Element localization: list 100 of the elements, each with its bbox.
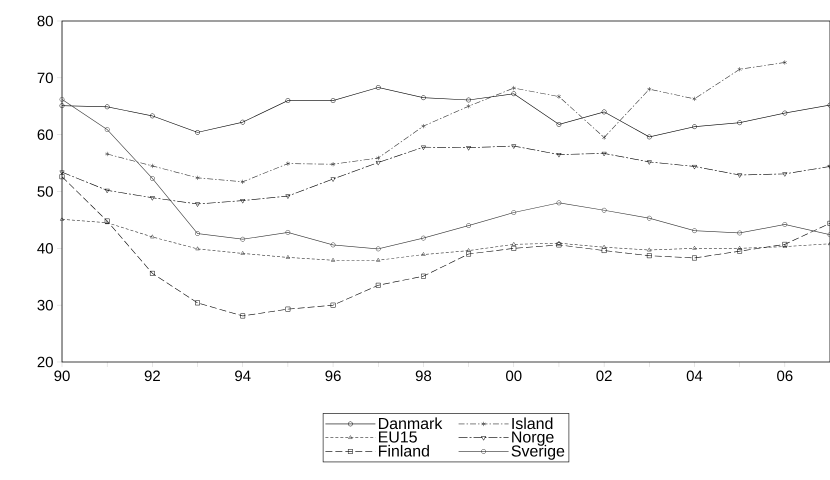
point xyxy=(692,228,697,234)
y-tick-label: 60 xyxy=(38,129,53,140)
y-tick-label: 70 xyxy=(38,72,53,84)
point xyxy=(421,124,426,129)
point xyxy=(376,258,380,262)
x-tick-label: 92 xyxy=(144,370,160,382)
point xyxy=(511,144,516,149)
point xyxy=(782,242,788,247)
point xyxy=(738,66,742,72)
point xyxy=(60,174,64,180)
y-tick-label: 40 xyxy=(37,243,53,254)
point xyxy=(286,254,290,259)
point xyxy=(330,98,336,103)
point xyxy=(737,230,742,236)
point xyxy=(286,161,290,166)
point xyxy=(466,223,472,228)
point xyxy=(692,256,697,260)
point xyxy=(420,95,426,100)
point xyxy=(738,246,742,250)
x-tick-label: 96 xyxy=(325,370,341,382)
point xyxy=(376,156,380,160)
point xyxy=(466,248,471,252)
point xyxy=(511,210,516,215)
point xyxy=(420,274,426,279)
point xyxy=(105,152,110,156)
point xyxy=(466,98,472,102)
point xyxy=(602,248,607,254)
point xyxy=(556,240,562,245)
point xyxy=(330,258,336,262)
point xyxy=(556,242,562,248)
point xyxy=(60,170,64,176)
point xyxy=(556,94,562,100)
point xyxy=(104,104,110,110)
point xyxy=(737,173,742,178)
point xyxy=(602,135,606,140)
point xyxy=(782,244,787,248)
point xyxy=(692,96,697,102)
x-tick-label: 02 xyxy=(596,370,612,382)
point xyxy=(195,175,200,180)
point xyxy=(330,177,336,182)
point xyxy=(195,202,200,207)
point xyxy=(420,146,426,150)
point xyxy=(782,172,788,177)
point xyxy=(646,253,652,258)
point xyxy=(285,306,290,312)
point xyxy=(692,246,697,250)
y-tick-label: 20 xyxy=(38,356,53,368)
point xyxy=(646,216,652,221)
point xyxy=(647,86,652,92)
point xyxy=(466,104,471,109)
point xyxy=(285,98,290,103)
point xyxy=(240,314,246,318)
point xyxy=(511,246,516,251)
point xyxy=(466,146,472,151)
point xyxy=(330,162,336,167)
point xyxy=(421,252,426,256)
x-tick-label: 06 xyxy=(777,370,792,382)
point xyxy=(376,85,381,90)
point xyxy=(240,199,246,204)
point xyxy=(646,134,652,140)
legend-label: EU15 xyxy=(379,431,417,443)
point xyxy=(150,113,155,118)
point xyxy=(376,282,381,288)
point xyxy=(104,127,110,132)
point xyxy=(195,300,200,306)
point xyxy=(511,91,516,96)
point xyxy=(150,234,155,238)
point xyxy=(195,231,200,236)
point xyxy=(602,152,607,156)
y-tick-label: 80 xyxy=(38,16,53,26)
point xyxy=(646,160,652,165)
point xyxy=(104,188,110,194)
point xyxy=(330,302,336,308)
point xyxy=(692,164,697,170)
point xyxy=(376,246,381,252)
point xyxy=(240,236,246,242)
point xyxy=(737,120,742,126)
point xyxy=(512,242,516,246)
point xyxy=(420,236,426,241)
point xyxy=(556,122,562,127)
point xyxy=(737,248,742,254)
point xyxy=(782,222,788,227)
point xyxy=(512,86,516,90)
point xyxy=(285,230,290,235)
legend-label: Finland xyxy=(379,444,429,457)
point xyxy=(782,110,788,116)
point xyxy=(150,196,155,201)
point xyxy=(195,246,200,250)
x-tick-label: 00 xyxy=(506,370,522,382)
point xyxy=(647,248,652,252)
point xyxy=(285,194,290,199)
legend-label: Norge xyxy=(512,431,554,446)
legend-label: Danmark xyxy=(379,417,442,430)
point xyxy=(150,163,155,168)
point xyxy=(150,176,155,181)
x-tick-label: 90 xyxy=(54,370,70,382)
point xyxy=(240,250,245,255)
point xyxy=(376,160,381,166)
point xyxy=(692,124,697,130)
legend-label: Island xyxy=(512,417,552,430)
